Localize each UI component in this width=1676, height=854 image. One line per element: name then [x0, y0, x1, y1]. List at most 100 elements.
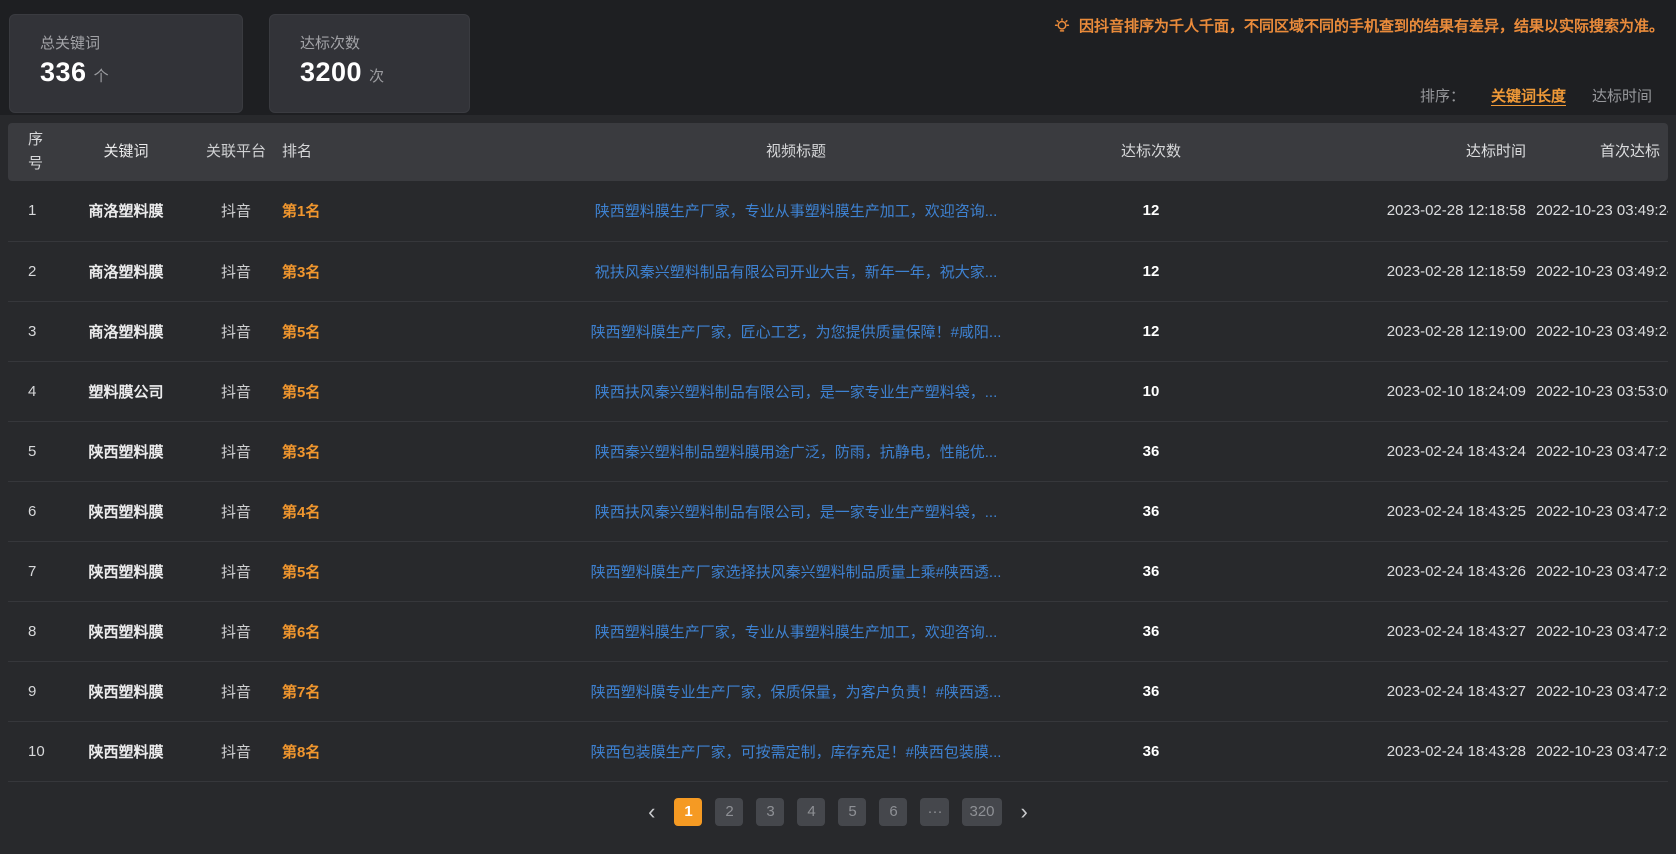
- sort-option-keyword-length[interactable]: 关键词长度: [1490, 88, 1566, 105]
- header-keyword: 关键词: [103, 143, 149, 160]
- rank-cell: 第8名: [282, 743, 321, 761]
- keyword-cell: 陕西塑料膜: [88, 623, 164, 641]
- header-reach-time: 达标时间: [1465, 143, 1526, 160]
- table-row: 5 陕西塑料膜 抖音 第3名 陕西秦兴塑料制品塑料膜用途广泛，防雨，抗静电，性能…: [8, 421, 1668, 481]
- video-title-cell: 祝扶风秦兴塑料制品有限公司开业大吉，新年一年，祝大家...: [386, 241, 1016, 301]
- rank-cell: 第7名: [282, 683, 321, 701]
- stat-value: 336: [40, 57, 87, 87]
- reach-count-cell: 36: [1142, 622, 1160, 640]
- row-index-cell: 5: [28, 442, 37, 460]
- reach-time-cell: 2023-02-24 18:43:25: [1386, 502, 1526, 520]
- header-reach-count: 达标次数: [1120, 143, 1181, 160]
- reach-count-cell: 36: [1142, 442, 1160, 460]
- video-title-link[interactable]: 陕西包装膜生产厂家，可按需定制，库存充足！#陕西包装膜...: [590, 743, 1002, 761]
- rank-cell: 第3名: [282, 263, 321, 281]
- rank-cell: 第5名: [282, 383, 321, 401]
- page-button-1[interactable]: 1: [674, 797, 703, 826]
- table-row: 7 陕西塑料膜 抖音 第5名 陕西塑料膜生产厂家选择扶风秦兴塑料制品质量上乘#陕…: [8, 541, 1668, 601]
- rank-cell: 第5名: [282, 323, 321, 341]
- table-row: 4 塑料膜公司 抖音 第5名 陕西扶风秦兴塑料制品有限公司，是一家专业生产塑料袋…: [8, 361, 1668, 421]
- first-reach-cell: 2022-10-23 03:49:24: [1536, 262, 1668, 280]
- video-title-link[interactable]: 祝扶风秦兴塑料制品有限公司开业大吉，新年一年，祝大家...: [594, 263, 998, 281]
- video-title-link[interactable]: 陕西塑料膜生产厂家选择扶风秦兴塑料制品质量上乘#陕西透...: [590, 563, 1002, 581]
- platform-cell: 抖音: [220, 503, 251, 521]
- keyword-cell: 塑料膜公司: [88, 383, 164, 401]
- stat-unit: 次: [369, 68, 385, 85]
- sort-bar: 排序： 关键词长度 达标时间: [1420, 85, 1652, 106]
- page-buttons: 1 2 3 4 5 6 ··· 320: [674, 797, 1002, 826]
- reach-count-cell: 36: [1142, 502, 1160, 520]
- first-reach-cell: 2022-10-23 03:47:29: [1536, 562, 1668, 580]
- keyword-cell: 商洛塑料膜: [88, 203, 164, 221]
- reach-time-cell: 2023-02-24 18:43:26: [1386, 562, 1526, 580]
- reach-count-cell: 12: [1142, 262, 1160, 280]
- rank-cell: 第5名: [282, 563, 321, 581]
- keyword-cell: 商洛塑料膜: [88, 263, 164, 281]
- page-button-2[interactable]: 2: [715, 797, 744, 826]
- page-button-320[interactable]: 320: [962, 797, 1002, 826]
- video-title-cell: 陕西塑料膜生产厂家选择扶风秦兴塑料制品质量上乘#陕西透...: [386, 541, 1016, 601]
- video-title-cell: 陕西包装膜生产厂家，可按需定制，库存充足！#陕西包装膜...: [386, 721, 1016, 781]
- page-button-3[interactable]: 3: [756, 797, 785, 826]
- video-title-cell: 陕西塑料膜生产厂家，专业从事塑料膜生产加工，欢迎咨询...: [386, 601, 1016, 661]
- notice-banner: 因抖音排序为千人千面，不同区域不同的手机查到的结果有差异，结果以实际搜索为准。: [1053, 15, 1664, 36]
- rank-cell: 第1名: [282, 203, 321, 221]
- header-first-reach: 首次达标: [1599, 143, 1660, 160]
- stat-value: 3200: [300, 57, 363, 87]
- header-rank: 排名: [282, 143, 313, 160]
- reach-time-cell: 2023-02-28 12:18:59: [1386, 262, 1526, 280]
- platform-cell: 抖音: [220, 623, 251, 641]
- reach-count-cell: 12: [1142, 202, 1160, 220]
- reach-time-cell: 2023-02-28 12:18:58: [1386, 202, 1526, 220]
- table-row: 2 商洛塑料膜 抖音 第3名 祝扶风秦兴塑料制品有限公司开业大吉，新年一年，祝大…: [8, 241, 1668, 301]
- video-title-cell: 陕西塑料膜生产厂家，匠心工艺，为您提供质量保障！#咸阳...: [386, 301, 1016, 361]
- platform-cell: 抖音: [220, 443, 251, 461]
- row-index-cell: 8: [28, 622, 37, 640]
- table-row: 3 商洛塑料膜 抖音 第5名 陕西塑料膜生产厂家，匠心工艺，为您提供质量保障！#…: [8, 301, 1668, 361]
- stat-unit: 个: [93, 68, 109, 85]
- video-title-link[interactable]: 陕西秦兴塑料制品塑料膜用途广泛，防雨，抗静电，性能优...: [594, 443, 998, 461]
- platform-cell: 抖音: [220, 383, 251, 401]
- keyword-cell: 陕西塑料膜: [88, 563, 164, 581]
- first-reach-cell: 2022-10-23 03:49:24: [1536, 202, 1668, 220]
- prev-page-button[interactable]: ‹: [642, 798, 661, 826]
- bulb-icon: [1053, 17, 1071, 35]
- first-reach-cell: 2022-10-23 03:47:29: [1536, 742, 1668, 760]
- header-index: 序号: [28, 131, 44, 172]
- first-reach-cell: 2022-10-23 03:47:29: [1536, 682, 1668, 700]
- video-title-cell: 陕西扶风秦兴塑料制品有限公司，是一家专业生产塑料袋，...: [386, 481, 1016, 541]
- platform-cell: 抖音: [220, 323, 251, 341]
- row-index-cell: 1: [28, 202, 37, 220]
- video-title-link[interactable]: 陕西塑料膜生产厂家，专业从事塑料膜生产加工，欢迎咨询...: [594, 203, 998, 221]
- page-button-4[interactable]: 4: [797, 797, 826, 826]
- reach-count-cell: 36: [1142, 682, 1160, 700]
- reach-time-cell: 2023-02-24 18:43:27: [1386, 622, 1526, 640]
- video-title-link[interactable]: 陕西扶风秦兴塑料制品有限公司，是一家专业生产塑料袋，...: [594, 383, 998, 401]
- reach-time-cell: 2023-02-24 18:43:28: [1386, 742, 1526, 760]
- video-title-cell: 陕西秦兴塑料制品塑料膜用途广泛，防雨，抗静电，性能优...: [386, 421, 1016, 481]
- video-title-link[interactable]: 陕西扶风秦兴塑料制品有限公司，是一家专业生产塑料袋，...: [594, 503, 998, 521]
- platform-cell: 抖音: [220, 203, 251, 221]
- table-row: 10 陕西塑料膜 抖音 第8名 陕西包装膜生产厂家，可按需定制，库存充足！#陕西…: [8, 721, 1668, 781]
- video-title-link[interactable]: 陕西塑料膜生产厂家，匠心工艺，为您提供质量保障！#咸阳...: [590, 323, 1002, 341]
- page-button-···[interactable]: ···: [920, 797, 950, 826]
- first-reach-cell: 2022-10-23 03:47:29: [1536, 442, 1668, 460]
- video-title-link[interactable]: 陕西塑料膜生产厂家，专业从事塑料膜生产加工，欢迎咨询...: [594, 623, 998, 641]
- row-index-cell: 9: [28, 682, 37, 700]
- video-title-cell: 陕西塑料膜生产厂家，专业从事塑料膜生产加工，欢迎咨询...: [386, 181, 1016, 241]
- pagination: ‹ 1 2 3 4 5 6 ··· 320 ›: [0, 797, 1676, 826]
- sort-label: 排序：: [1419, 88, 1465, 105]
- next-page-button[interactable]: ›: [1015, 798, 1034, 826]
- header-platform: 关联平台: [205, 143, 266, 160]
- first-reach-cell: 2022-10-23 03:53:00: [1536, 382, 1668, 400]
- reach-time-cell: 2023-02-24 18:43:27: [1386, 682, 1526, 700]
- page-button-6[interactable]: 6: [879, 797, 908, 826]
- table-header-row: 序号 关键词 关联平台 排名 视频标题 达标次数 达标时间 首次达标: [8, 123, 1668, 181]
- stat-card-reach-count: 达标次数 3200 次: [269, 14, 470, 113]
- notice-text: 因抖音排序为千人千面，不同区域不同的手机查到的结果有差异，结果以实际搜索为准。: [1078, 18, 1664, 35]
- video-title-cell: 陕西扶风秦兴塑料制品有限公司，是一家专业生产塑料袋，...: [386, 361, 1016, 421]
- sort-option-reach-time[interactable]: 达标时间: [1591, 88, 1652, 105]
- video-title-link[interactable]: 陕西塑料膜专业生产厂家，保质保量，为客户负责！#陕西透...: [590, 683, 1002, 701]
- table-section: 序号 关键词 关联平台 排名 视频标题 达标次数 达标时间 首次达标 1 商洛塑…: [0, 115, 1676, 854]
- page-button-5[interactable]: 5: [838, 797, 867, 826]
